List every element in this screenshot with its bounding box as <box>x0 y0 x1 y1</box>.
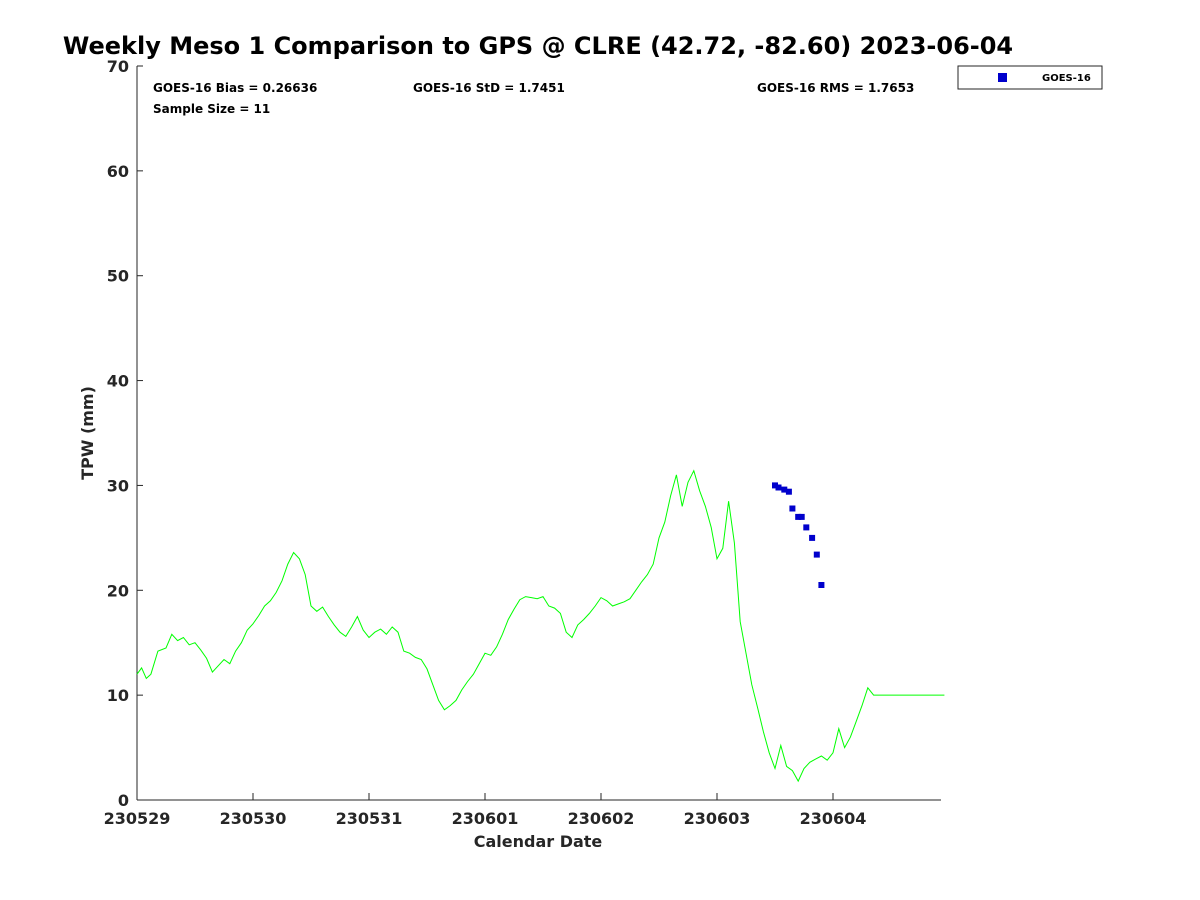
y-tick-label: 20 <box>107 581 129 600</box>
y-tick-label: 40 <box>107 372 129 391</box>
goes-16-point <box>775 484 782 491</box>
chart-title: Weekly Meso 1 Comparison to GPS @ CLRE (… <box>63 32 1013 60</box>
legend-goes-16-marker <box>998 73 1007 82</box>
goes-16-point <box>785 488 792 495</box>
goes-16-point <box>772 482 778 489</box>
x-axis-label: Calendar Date <box>474 832 603 851</box>
goes-16-point <box>813 551 820 558</box>
y-tick-label: 70 <box>107 57 129 76</box>
y-axis-label: TPW (mm) <box>78 386 97 480</box>
x-tick-label: 230602 <box>568 809 635 828</box>
y-tick-label: 50 <box>107 267 129 286</box>
rms-stat: GOES-16 RMS = 1.7653 <box>757 81 914 95</box>
legend-box <box>957 65 1103 90</box>
plot-frame <box>136 66 941 801</box>
gps-series-line <box>136 469 945 783</box>
goes-16-point <box>789 505 796 512</box>
goes-16-point <box>795 513 802 520</box>
goes-16-markers <box>772 482 825 588</box>
goes-16-point <box>781 486 788 493</box>
std-stat: GOES-16 StD = 1.7451 <box>413 81 565 95</box>
x-ticks: 230529 230530 230531 230601 230602 230603 2306… <box>104 793 867 828</box>
bias-stat: GOES-16 Bias = 0.26636 <box>153 81 317 95</box>
x-tick-label: 230530 <box>220 809 287 828</box>
sample-size-stat: Sample Size = 11 <box>153 102 270 116</box>
goes-16-point <box>809 534 816 541</box>
goes-16-point <box>798 513 805 520</box>
x-tick-label: 230531 <box>336 809 403 828</box>
x-tick-label: 230604 <box>800 809 867 828</box>
x-tick-label: 230601 <box>452 809 519 828</box>
legend-goes-16-label: GOES-16 <box>1042 73 1091 84</box>
y-tick-label: 30 <box>107 476 129 495</box>
y-tick-label: 0 <box>118 791 129 810</box>
legend: GOES-16 <box>957 65 1103 90</box>
x-tick-label: 230603 <box>684 809 751 828</box>
y-tick-label: 60 <box>107 162 129 181</box>
goes-16-point <box>818 582 825 588</box>
x-tick-label: 230529 <box>104 809 171 828</box>
y-tick-label: 10 <box>107 686 129 705</box>
goes-16-point <box>803 524 810 531</box>
y-ticks: 0 10 20 30 40 50 60 70 <box>107 57 143 810</box>
